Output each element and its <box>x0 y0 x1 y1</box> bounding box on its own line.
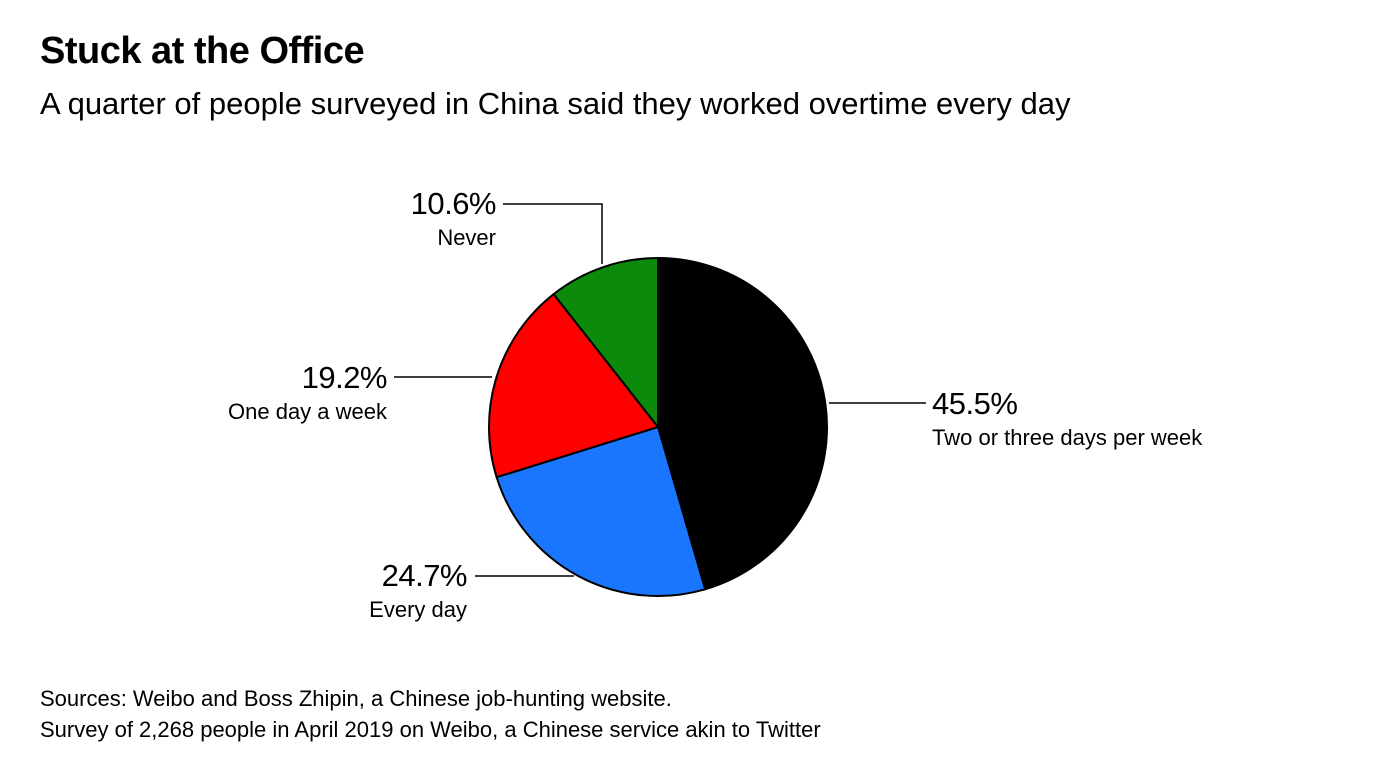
chart-title: Stuck at the Office <box>40 30 365 72</box>
category-label-never: Never <box>437 225 496 250</box>
pie-slice-one-day-a-week <box>488 293 659 479</box>
pie-slice-two-or-three-days-per-week <box>657 257 828 591</box>
category-label-two-or-three-days-per-week: Two or three days per week <box>932 425 1203 450</box>
pie-slice-never <box>552 257 659 428</box>
pie-slices <box>488 257 828 597</box>
source-note: Sources: Weibo and Boss Zhipin, a Chines… <box>40 686 672 711</box>
leader-line-never <box>503 203 603 264</box>
value-label-never: 10.6% <box>411 186 496 221</box>
value-label-every-day: 24.7% <box>382 558 467 593</box>
value-label-two-or-three-days-per-week: 45.5% <box>932 386 1017 421</box>
category-label-one-day-a-week: One day a week <box>228 399 388 424</box>
survey-note: Survey of 2,268 people in April 2019 on … <box>40 717 821 742</box>
chart-subtitle: A quarter of people surveyed in China sa… <box>40 86 1071 121</box>
value-label-one-day-a-week: 19.2% <box>302 360 387 395</box>
pie-labels: 45.5% Two or three days per week 24.7% Ever… <box>228 186 1203 622</box>
category-label-every-day: Every day <box>369 597 467 622</box>
pie-slice-every-day <box>495 426 707 597</box>
